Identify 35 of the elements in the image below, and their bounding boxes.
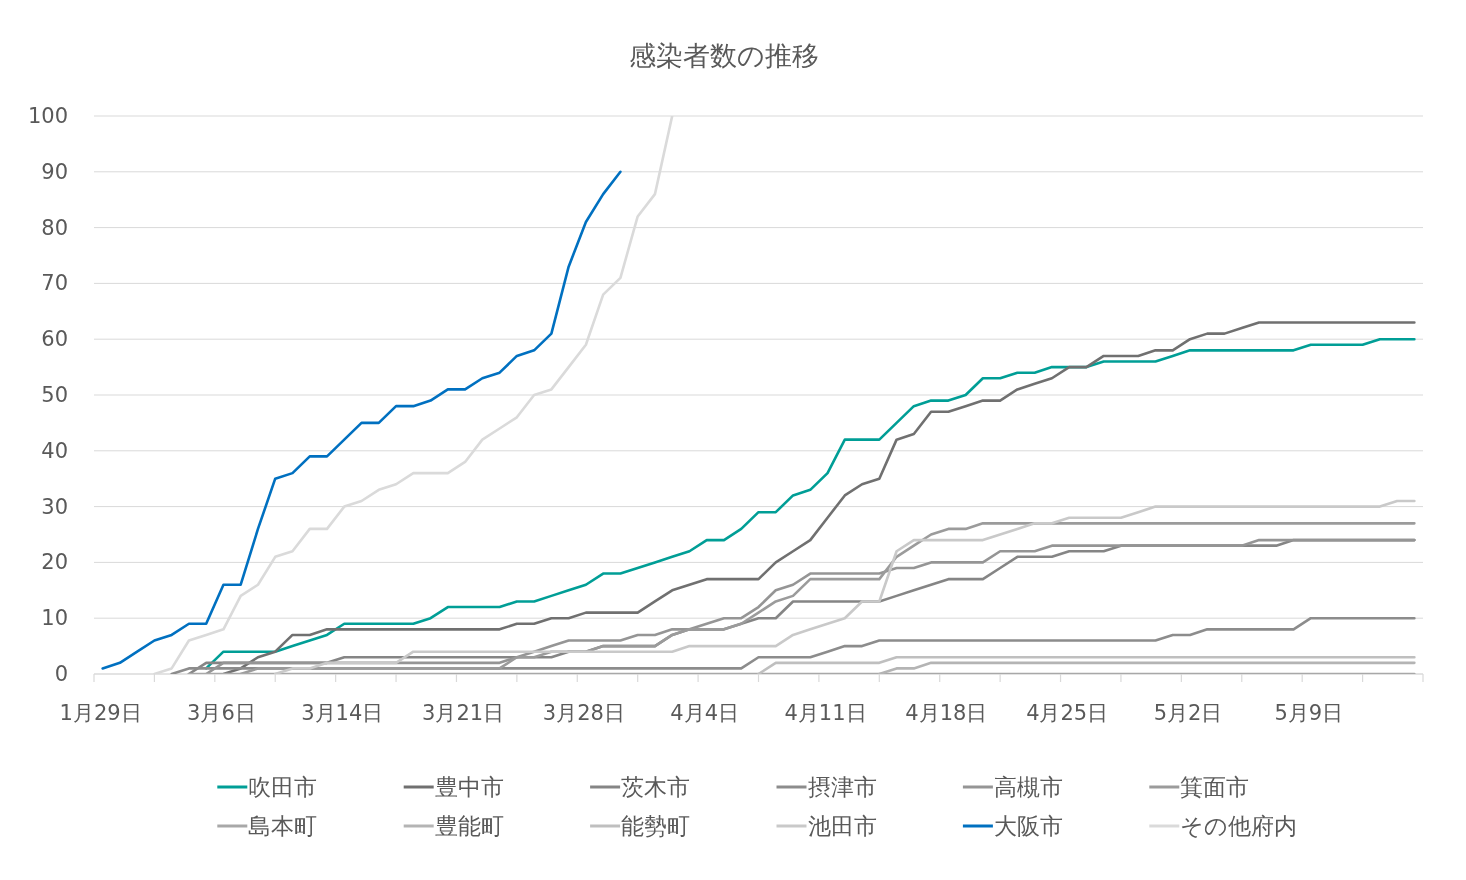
legend-label: 高槻市	[993, 774, 1063, 800]
x-tick-label: 3月28日	[542, 701, 625, 725]
x-tick-label: 1月29日	[59, 701, 142, 725]
chart-title: 感染者数の推移	[628, 39, 819, 71]
y-tick-label: 100	[27, 104, 68, 128]
x-tick-label: 3月6日	[187, 701, 256, 725]
legend-label: 島本町	[248, 813, 318, 839]
x-tick-label: 4月18日	[905, 701, 988, 725]
legend-label: 大阪市	[993, 813, 1063, 839]
x-tick-label: 4月25日	[1026, 701, 1109, 725]
y-tick-label: 50	[41, 383, 68, 407]
x-tick-label: 3月21日	[422, 701, 505, 725]
y-tick-label: 70	[41, 271, 68, 296]
y-tick-label: 10	[41, 606, 68, 631]
y-tick-label: 90	[41, 159, 68, 184]
legend-label: その他府内	[1180, 813, 1298, 839]
y-tick-label: 80	[41, 215, 68, 240]
y-tick-label: 40	[41, 438, 68, 463]
y-tick-label: 60	[41, 327, 68, 352]
legend-label: 池田市	[807, 813, 877, 839]
x-tick-label: 5月2日	[1153, 701, 1223, 725]
legend-label: 豊能町	[434, 813, 504, 839]
y-tick-label: 0	[54, 662, 68, 686]
x-tick-label: 4月4日	[670, 701, 740, 725]
legend-label: 摂津市	[807, 774, 877, 800]
x-tick-label: 4月11日	[784, 701, 867, 725]
legend-label: 茨木市	[621, 774, 691, 800]
y-tick-label: 20	[41, 550, 68, 575]
x-tick-label: 5月9日	[1274, 701, 1344, 725]
y-tick-label: 30	[41, 494, 68, 519]
legend-label: 吹田市	[248, 774, 318, 800]
x-tick-label: 3月14日	[301, 701, 384, 725]
legend-label: 箕面市	[1180, 774, 1250, 800]
legend-label: 豊中市	[434, 774, 504, 800]
legend-label: 能勢町	[621, 813, 691, 839]
